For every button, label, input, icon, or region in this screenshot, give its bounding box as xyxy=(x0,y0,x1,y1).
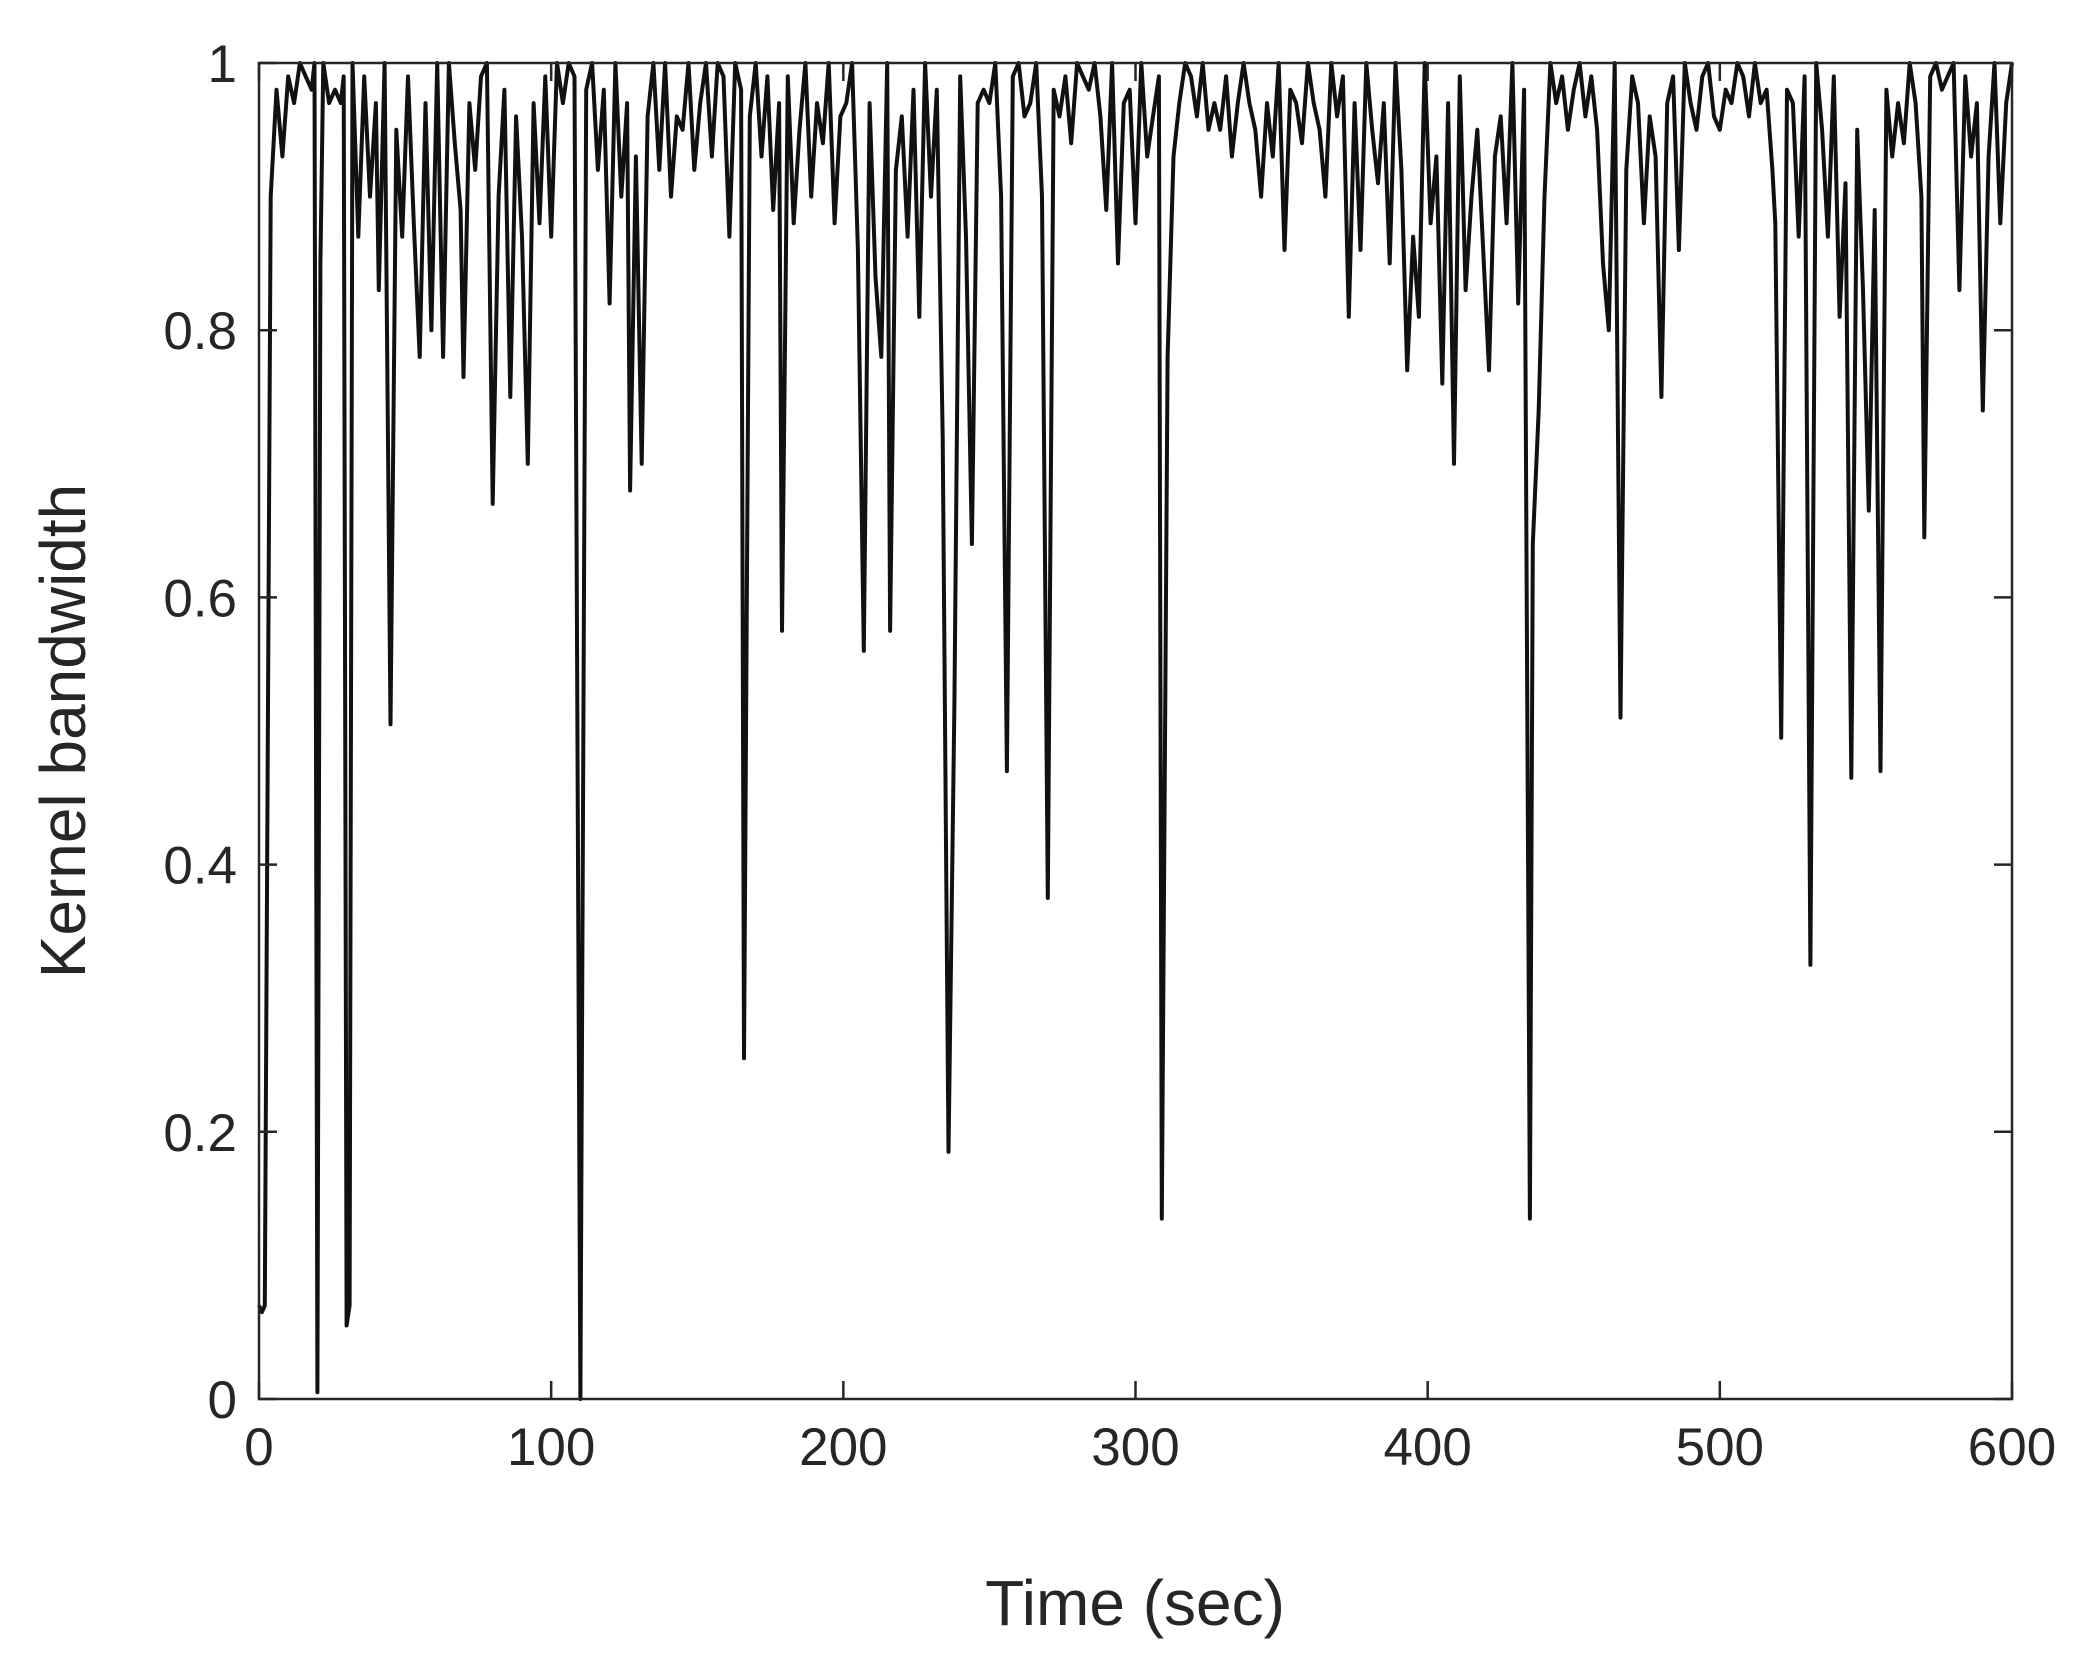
y-tick-label: 0.2 xyxy=(163,1104,237,1163)
data-line xyxy=(257,61,2014,1401)
y-tick-label: 0.6 xyxy=(163,569,237,628)
x-axis-label: Time (sec) xyxy=(985,1567,1285,1639)
x-tick-label: 0 xyxy=(244,1418,273,1477)
y-tick-label: 0.4 xyxy=(163,837,237,896)
y-tick-label: 1 xyxy=(208,35,237,94)
x-tick-label: 200 xyxy=(799,1418,887,1477)
y-tick-label: 0.8 xyxy=(163,302,237,361)
x-tick-label: 600 xyxy=(1968,1418,2056,1477)
x-tick-label: 100 xyxy=(507,1418,595,1477)
x-tick-label: 400 xyxy=(1383,1418,1471,1477)
x-tick-label: 500 xyxy=(1676,1418,1764,1477)
y-axis-label: Kernel bandwidth xyxy=(27,484,99,979)
y-tick-label: 0 xyxy=(208,1371,237,1430)
x-tick-label: 300 xyxy=(1091,1418,1179,1477)
